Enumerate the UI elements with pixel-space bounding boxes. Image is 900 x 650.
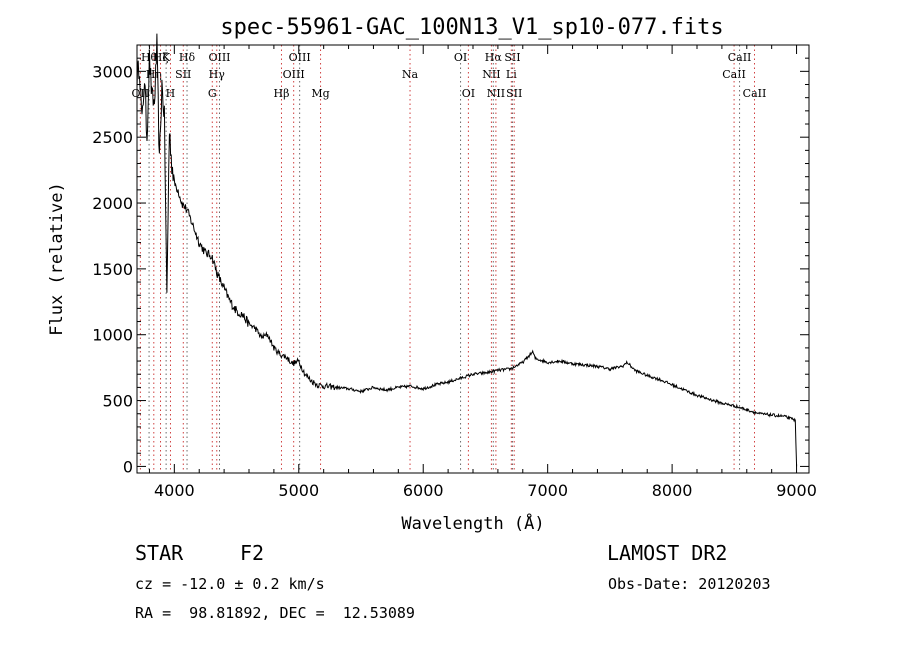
y-tick-label-2: 1000 (92, 326, 133, 345)
line-label-20: NII (487, 87, 505, 100)
x-tick-label-1: 5000 (278, 481, 319, 500)
y-tick-label-0: 0 (123, 457, 133, 476)
y-tick-label-4: 2000 (92, 194, 133, 213)
line-label-24: CaII (722, 68, 746, 81)
line-label-7: Hδ (179, 51, 196, 64)
line-label-15: Na (402, 68, 419, 81)
line-label-25: CaII (728, 51, 752, 64)
line-label-19: Hα (485, 51, 503, 64)
line-label-26: CaII (743, 87, 767, 100)
x-tick-label-2: 6000 (403, 481, 444, 500)
x-tick-label-3: 7000 (527, 481, 568, 500)
line-label-12: OIII (283, 68, 305, 81)
line-label-2: Hη (146, 68, 162, 81)
y-axis-label: Flux (relative) (47, 182, 67, 336)
line-label-6: SII (175, 68, 191, 81)
line-label-21: Li (506, 68, 517, 81)
chart-title: spec-55961-GAC_100N13_V1_sp10-077.fits (220, 15, 723, 40)
obs-date: Obs-Date: 20120203 (608, 575, 771, 593)
line-label-17: OI (462, 87, 475, 100)
line-label-18: NII (482, 68, 500, 81)
line-label-23: SII (506, 87, 522, 100)
line-label-5: H (166, 87, 176, 100)
line-label-0: OII (132, 87, 150, 100)
x-axis-label: Wavelength (Å) (401, 512, 544, 534)
x-tick-label-4: 8000 (652, 481, 693, 500)
plot-frame (136, 44, 810, 474)
cz-value: cz = -12.0 ± 0.2 km/s (135, 575, 325, 593)
line-label-14: Mg (311, 87, 329, 100)
line-label-13: OIII (289, 51, 311, 64)
y-tick-label-6: 3000 (92, 62, 133, 81)
x-tick-label-0: 4000 (154, 481, 195, 500)
line-label-9: Hγ (209, 68, 226, 81)
y-tick-label-1: 500 (102, 392, 133, 411)
line-label-11: Hβ (274, 87, 290, 100)
line-label-16: OI (454, 51, 467, 64)
survey-label: LAMOST DR2 (607, 541, 728, 565)
line-label-22: SII (504, 51, 520, 64)
object-class: STAR (135, 541, 184, 565)
spectrum-line (136, 33, 798, 467)
line-label-10: OIII (208, 51, 230, 64)
x-tick-label-5: 9000 (776, 481, 817, 500)
coordinates: RA = 98.81892, DEC = 12.53089 (135, 604, 415, 622)
line-label-4: K (162, 51, 171, 64)
subclass: F2 (240, 541, 265, 565)
y-tick-label-3: 1500 (92, 260, 133, 279)
y-tick-label-5: 2500 (92, 128, 133, 147)
line-label-8: G (208, 87, 217, 100)
